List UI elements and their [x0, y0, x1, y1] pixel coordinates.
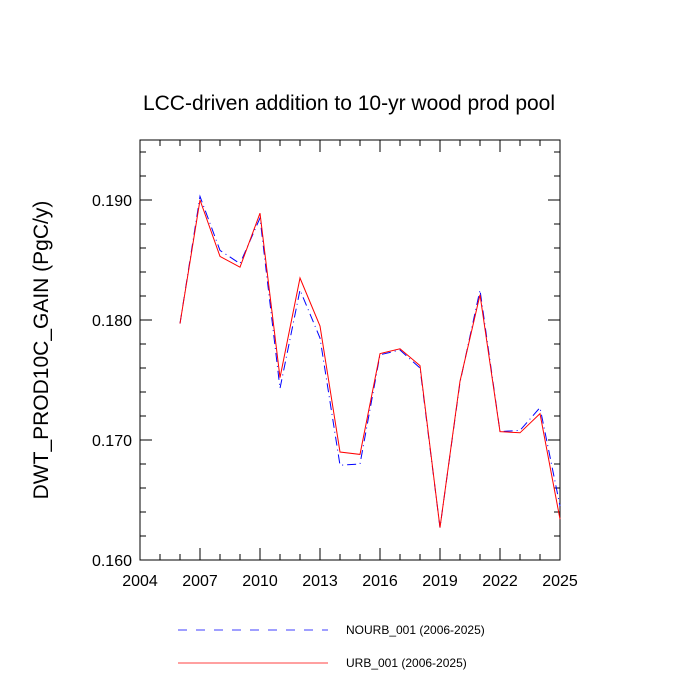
axis-ticks: 2004 2007 2010 2013 2016 2019 2022 2025 0.160 0.1…	[92, 140, 578, 590]
plot-frame	[139, 139, 561, 561]
series-lines	[179, 194, 561, 528]
x-tick-label: 2022	[482, 573, 518, 590]
y-axis-label: DWT_PROD10C_GAIN (PgC/y)	[30, 201, 53, 500]
x-tick-label: 2007	[182, 573, 218, 590]
legend-label-2: URB_001 (2006-2025)	[346, 656, 467, 670]
x-tick-label: 2010	[242, 573, 278, 590]
legend-label-1: NOURB_001 (2006-2025)	[346, 623, 485, 637]
x-tick-label: 2019	[422, 573, 458, 590]
legend: NOURB_001 (2006-2025) URB_001 (2006-2025)	[178, 623, 485, 670]
y-tick-label: 0.180	[92, 313, 132, 330]
y-tick-label: 0.190	[92, 193, 132, 210]
x-tick-label: 2013	[302, 573, 338, 590]
chart-title: LCC-driven addition to 10-yr wood prod p…	[143, 92, 555, 115]
x-tick-label: 2025	[542, 573, 578, 590]
series-line-1	[179, 194, 561, 528]
series-line-2	[179, 199, 561, 528]
x-tick-label: 2016	[362, 573, 398, 590]
y-tick-label: 0.170	[92, 433, 132, 450]
x-tick-label: 2004	[122, 573, 158, 590]
y-tick-label: 0.160	[92, 553, 132, 570]
